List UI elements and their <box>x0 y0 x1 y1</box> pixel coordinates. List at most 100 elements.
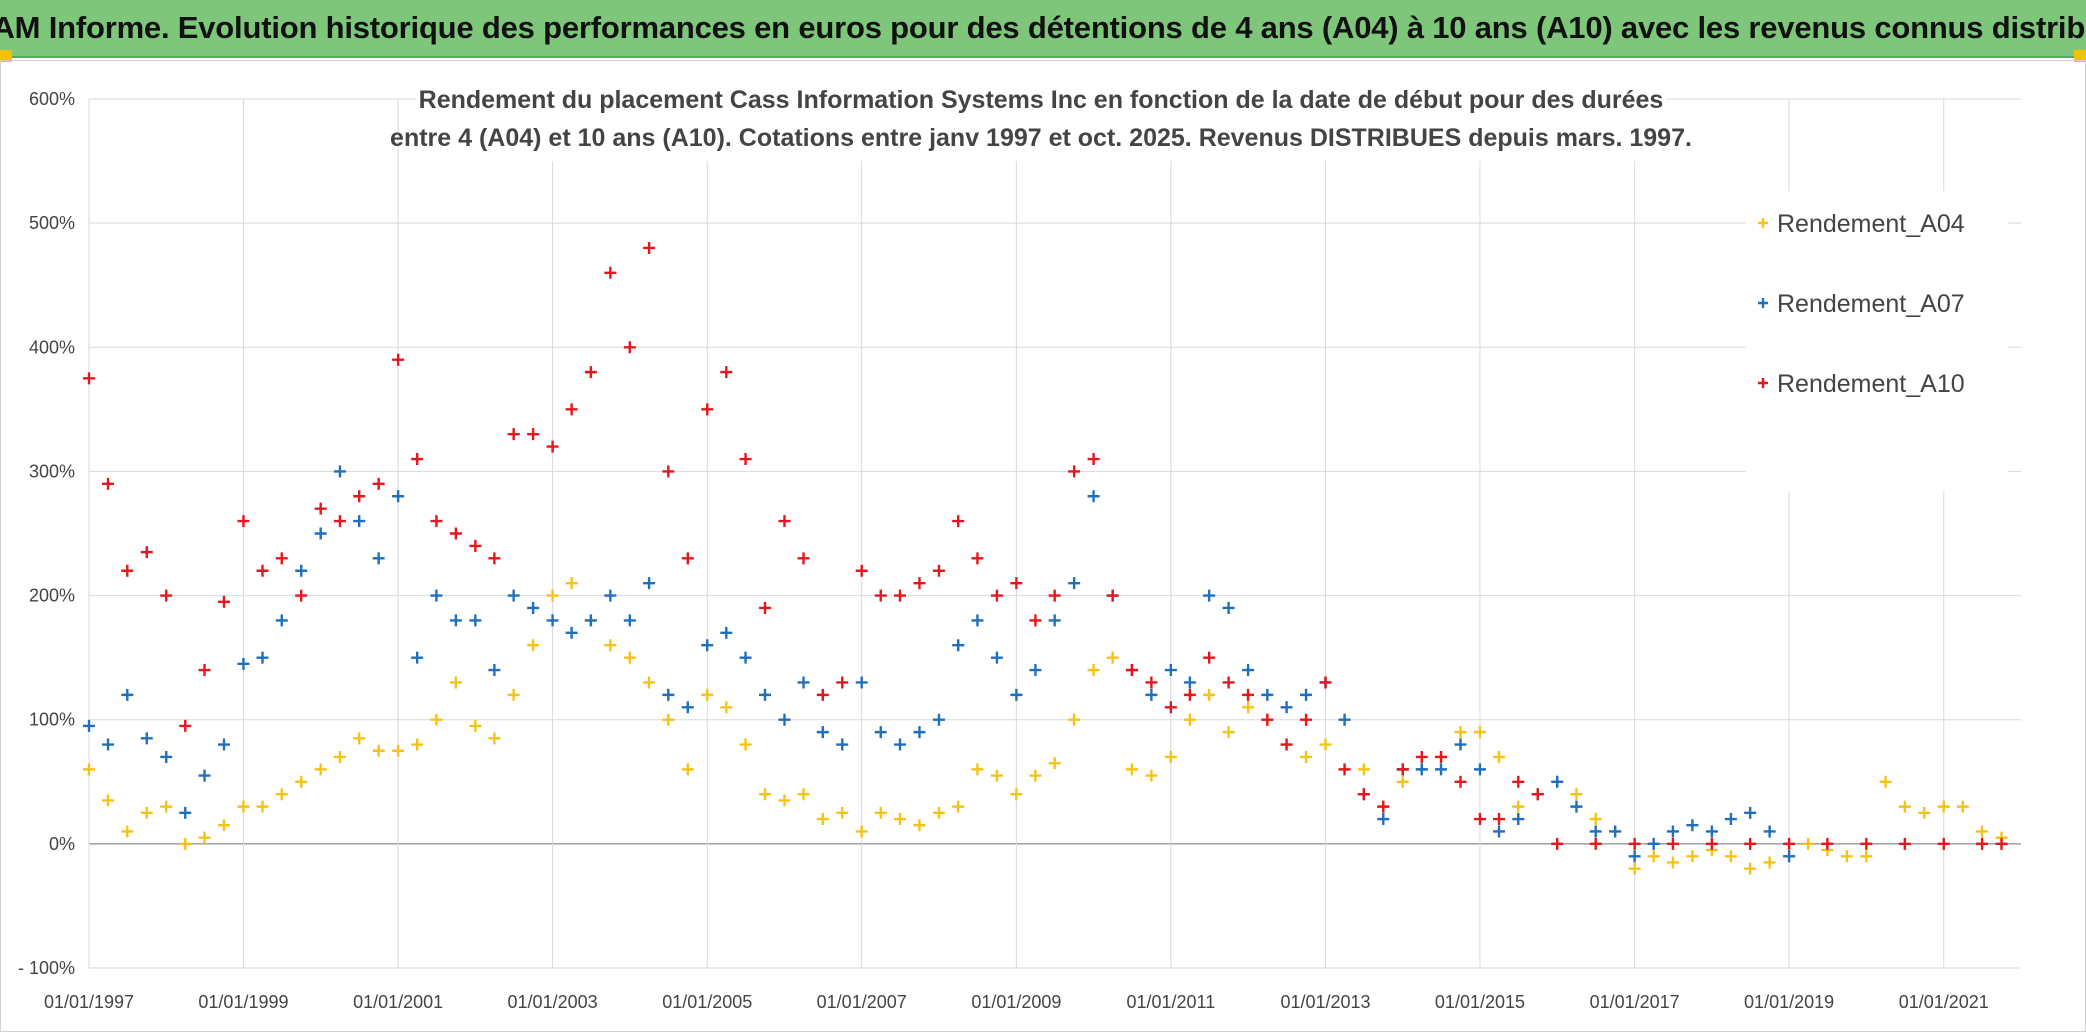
data-point <box>353 732 366 745</box>
series-Rendement_A10 <box>83 241 2008 850</box>
data-point <box>662 688 675 701</box>
data-point <box>604 589 617 602</box>
data-point <box>720 701 733 714</box>
data-point <box>759 788 772 801</box>
data-point <box>449 527 462 540</box>
data-point <box>1087 453 1100 466</box>
data-point <box>952 515 965 528</box>
data-point <box>392 744 405 757</box>
data-point <box>392 490 405 503</box>
data-point <box>874 806 887 819</box>
data-point <box>1473 813 1486 826</box>
data-point <box>198 831 211 844</box>
data-point <box>952 639 965 652</box>
data-point <box>1840 850 1853 863</box>
data-point <box>1357 788 1370 801</box>
data-point <box>275 788 288 801</box>
chart-title-line-2: entre 4 (A04) et 10 ans (A10). Cotations… <box>390 124 1692 152</box>
data-point <box>198 769 211 782</box>
data-point <box>952 800 965 813</box>
data-point <box>894 813 907 826</box>
chart-area: - 100% 0% 100% 200% 300% 400% 500% 600% 01/01/1… <box>0 60 2086 1032</box>
x-tick-label: 01/01/1997 <box>44 992 134 1012</box>
data-point <box>1763 825 1776 838</box>
data-point <box>778 794 791 807</box>
data-point <box>701 403 714 416</box>
data-point <box>1029 614 1042 627</box>
data-point <box>778 515 791 528</box>
data-point <box>1512 775 1525 788</box>
data-point <box>701 688 714 701</box>
data-point <box>681 763 694 776</box>
data-point <box>1068 577 1081 590</box>
data-point <box>527 428 540 441</box>
data-point <box>102 738 115 751</box>
data-point <box>643 577 656 590</box>
data-point <box>565 403 578 416</box>
y-tick-label: - 100% <box>18 958 75 978</box>
data-point <box>874 726 887 739</box>
data-point <box>1666 856 1679 869</box>
corner-accent-left <box>0 50 12 62</box>
data-point <box>160 800 173 813</box>
data-point <box>527 601 540 614</box>
data-point <box>1763 856 1776 869</box>
y-tick-label: 100% <box>29 710 75 730</box>
corner-accent-right <box>2074 50 2086 62</box>
data-point <box>662 713 675 726</box>
data-point <box>1377 800 1390 813</box>
data-point <box>295 775 308 788</box>
data-point <box>1222 601 1235 614</box>
x-tick-label: 01/01/2013 <box>1280 992 1370 1012</box>
data-point <box>797 676 810 689</box>
data-point <box>913 819 926 832</box>
data-point <box>121 564 134 577</box>
data-point <box>1628 862 1641 875</box>
data-point <box>411 651 424 664</box>
data-point <box>1087 490 1100 503</box>
data-point <box>990 769 1003 782</box>
data-point <box>488 732 501 745</box>
data-point <box>1300 750 1313 763</box>
data-point <box>1473 726 1486 739</box>
data-point <box>507 428 520 441</box>
data-point <box>1570 800 1583 813</box>
data-point <box>1164 750 1177 763</box>
data-point <box>1319 738 1332 751</box>
data-point <box>140 546 153 559</box>
series-Rendement_A04 <box>83 577 2008 875</box>
data-point <box>179 719 192 732</box>
data-point <box>1976 837 1989 850</box>
data-point <box>1628 837 1641 850</box>
y-tick-label: 200% <box>29 586 75 606</box>
data-point <box>623 651 636 664</box>
data-point <box>1242 701 1255 714</box>
legend-label: Rendement_A10 <box>1777 370 1965 398</box>
grid-layer <box>88 98 2021 969</box>
data-point <box>1454 775 1467 788</box>
data-point <box>83 763 95 776</box>
data-point <box>1357 763 1370 776</box>
data-point <box>1261 713 1274 726</box>
data-point <box>121 688 134 701</box>
data-point <box>990 589 1003 602</box>
data-point <box>507 589 520 602</box>
data-point <box>198 664 211 677</box>
y-axis-ticks: - 100% 0% 100% 200% 300% 400% 500% 600% <box>18 89 75 978</box>
data-point <box>469 719 482 732</box>
data-point <box>546 614 559 627</box>
data-point <box>1415 763 1428 776</box>
data-point <box>1203 688 1216 701</box>
data-point <box>662 465 675 478</box>
y-tick-label: 0% <box>49 834 75 854</box>
data-point <box>932 564 945 577</box>
data-point <box>1821 837 1834 850</box>
data-point <box>256 564 269 577</box>
data-point <box>797 552 810 565</box>
data-point <box>1183 676 1196 689</box>
data-point <box>392 353 405 366</box>
data-point <box>353 515 366 528</box>
data-point <box>971 763 984 776</box>
data-point <box>353 490 366 503</box>
data-point <box>971 552 984 565</box>
